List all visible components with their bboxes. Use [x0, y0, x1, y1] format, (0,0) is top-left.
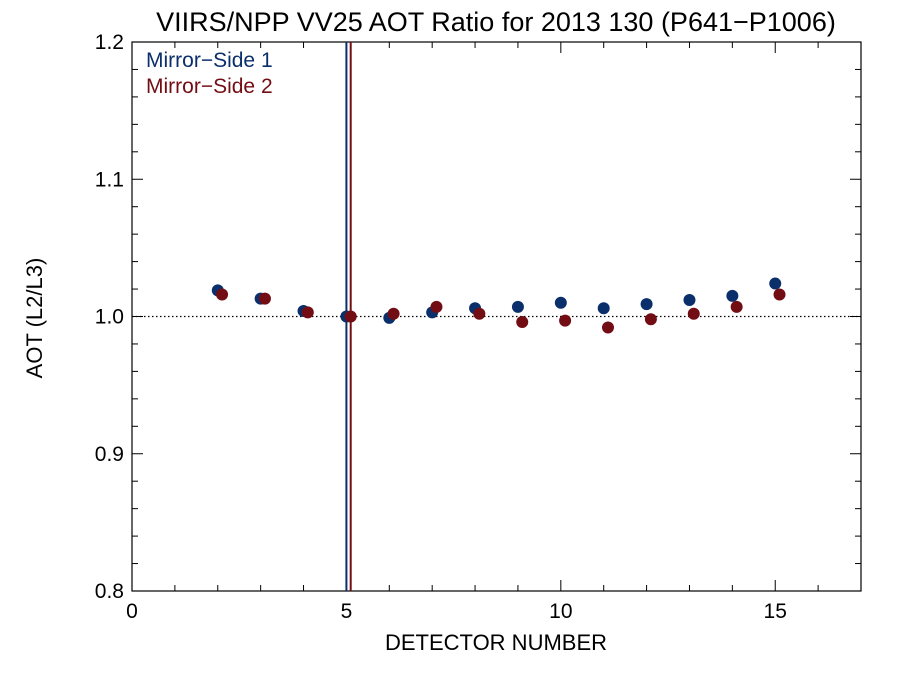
y-tick-label: 0.9	[95, 443, 124, 466]
series-2-point	[301, 306, 314, 319]
x-tick-label: 10	[549, 600, 572, 623]
legend-entry-1: Mirror−Side 1	[146, 49, 273, 72]
chart-title: VIIRS/NPP VV25 AOT Ratio for 2013 130 (P…	[156, 7, 836, 37]
series-2-point	[344, 310, 357, 323]
series-2-point	[730, 300, 743, 313]
y-tick-label: 1.0	[95, 306, 124, 329]
y-axis-label: AOT (L2/L3)	[22, 258, 47, 379]
plot-area: 0 5 10 15 0.8 0.9 1.0 1.1 1.2 Mirror−Side 1 Mirror…	[95, 31, 862, 623]
series-1-point	[554, 296, 567, 309]
y-tick-label: 0.8	[95, 580, 124, 603]
series-2-point	[258, 292, 271, 305]
series-2-point	[687, 307, 700, 320]
series-2-point	[516, 315, 529, 328]
series-1-point	[769, 277, 782, 290]
series-2-point	[387, 307, 400, 320]
x-tick-label: 15	[764, 600, 787, 623]
x-tick-label: 0	[126, 600, 138, 623]
y-tick-label: 1.1	[95, 168, 124, 191]
x-tick-label: 5	[341, 600, 353, 623]
series-2-point	[430, 300, 443, 313]
series-1-point	[597, 302, 610, 315]
series-2-point	[773, 288, 786, 301]
series-2-point	[216, 288, 229, 301]
legend-entry-2: Mirror−Side 2	[146, 75, 273, 98]
series-1-point	[683, 294, 696, 307]
series-2-point	[473, 307, 486, 320]
series-2-point	[644, 313, 657, 326]
series-1-point	[511, 300, 524, 313]
series-2-point	[601, 321, 614, 334]
y-tick-label: 1.2	[95, 31, 124, 54]
x-axis-label: DETECTOR NUMBER	[385, 630, 607, 655]
series-2-point	[559, 314, 572, 327]
series-1-point	[640, 298, 653, 311]
series-1-point	[726, 289, 739, 302]
